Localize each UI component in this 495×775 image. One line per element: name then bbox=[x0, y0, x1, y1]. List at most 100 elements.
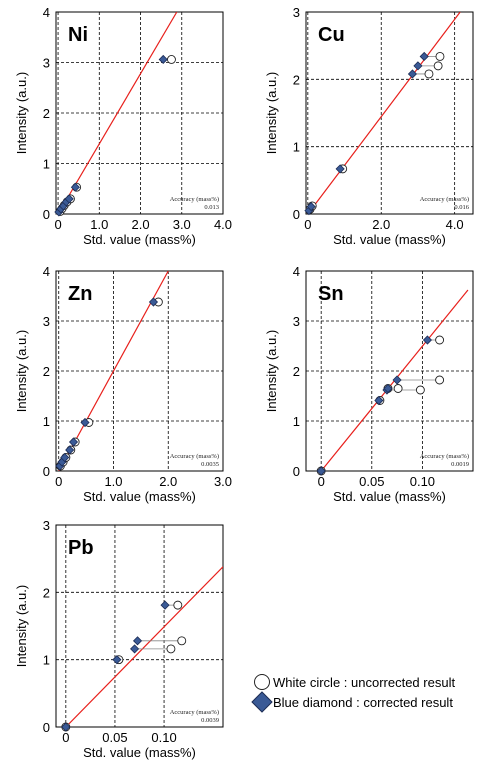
uncorrected-point-cu bbox=[435, 51, 445, 61]
corrected-point-pb bbox=[112, 655, 122, 665]
corrected-point-zn bbox=[65, 445, 75, 455]
element-name: Pb bbox=[68, 537, 94, 559]
fit-line-zn bbox=[58, 271, 169, 471]
y-tick-label: 0 bbox=[43, 720, 50, 735]
x-tick-label: 4.0 bbox=[214, 217, 232, 232]
uncorrected-point-ni bbox=[167, 55, 176, 64]
uncorrected-point-pb bbox=[177, 636, 187, 646]
y-tick-label: 3 bbox=[43, 56, 50, 71]
corrected-point-sn bbox=[422, 335, 433, 345]
uncorrected-point-sn bbox=[435, 375, 445, 385]
corrected-point-cu bbox=[419, 51, 429, 62]
corrected-point-pb bbox=[130, 644, 140, 654]
corrected-point-ni bbox=[70, 182, 80, 192]
corrected-point-zn bbox=[148, 297, 159, 307]
corrected-point-sn bbox=[374, 395, 384, 406]
x-axis-label: Std. value (mass%) bbox=[333, 232, 446, 247]
uncorrected-point-cu bbox=[433, 61, 443, 71]
y-tick-label: 3 bbox=[293, 314, 300, 329]
x-axis-label: Std. value (mass%) bbox=[333, 489, 446, 504]
corrected-point-pb bbox=[132, 636, 143, 646]
plot-area-pb bbox=[65, 566, 223, 727]
corrected-point-cu bbox=[407, 69, 418, 79]
element-name: Sn bbox=[318, 283, 344, 305]
accuracy-label: Accuracy (mass%) bbox=[170, 453, 219, 460]
plot-frame-sn bbox=[305, 270, 474, 472]
accuracy-label: Accuracy (mass%) bbox=[170, 709, 219, 716]
y-tick-label: 3 bbox=[43, 518, 50, 533]
x-tick-label: 3.0 bbox=[173, 217, 191, 232]
corrected-point-pb bbox=[61, 722, 71, 732]
y-tick-label: 2 bbox=[43, 364, 50, 379]
fit-line-cu bbox=[307, 12, 461, 214]
x-tick-label: 1.0 bbox=[104, 474, 122, 489]
chart-panel-pb: 0 0.05 0.10 0 1 2 3 Std. value (mass%) Intensity… bbox=[14, 518, 224, 760]
accuracy-label: Accuracy (mass%) bbox=[170, 196, 219, 203]
element-name: Zn bbox=[68, 283, 92, 305]
legend: White circle : uncorrected result Blue d… bbox=[251, 674, 455, 713]
corrected-point-sn bbox=[383, 383, 393, 394]
y-axis-label: Intensity (a.u.) bbox=[14, 72, 29, 154]
x-tick-label: 3.0 bbox=[214, 474, 232, 489]
y-tick-label: 0 bbox=[293, 207, 300, 222]
y-tick-label: 2 bbox=[293, 364, 300, 379]
element-name: Ni bbox=[68, 24, 88, 46]
y-tick-label: 1 bbox=[43, 653, 50, 668]
y-tick-label: 3 bbox=[293, 5, 300, 20]
accuracy-label: Accuracy (mass%) bbox=[420, 196, 469, 203]
x-tick-label: 4.0 bbox=[446, 217, 464, 232]
x-tick-label: 0.05 bbox=[359, 474, 384, 489]
plot-frame-zn bbox=[55, 270, 224, 472]
accuracy-value: 0.013 bbox=[204, 204, 219, 211]
plot-frame-pb bbox=[55, 524, 224, 728]
y-axis-label: Intensity (a.u.) bbox=[264, 72, 279, 154]
chart-panel-zn: 0 1.0 2.0 3.0 0 1 2 3 4 Std. value (mass%) Intensi… bbox=[14, 264, 232, 504]
corrected-point-cu bbox=[413, 61, 423, 71]
x-tick-label: 0 bbox=[54, 217, 61, 232]
y-tick-label: 4 bbox=[293, 264, 300, 279]
chart-panel-cu: 0 2.0 4.0 0 1 2 3 Std. value (mass%) Intensity (… bbox=[264, 5, 474, 247]
x-tick-label: 0.05 bbox=[102, 730, 127, 745]
y-tick-label: 4 bbox=[43, 5, 50, 20]
y-tick-label: 1 bbox=[293, 140, 300, 155]
plot-frame-ni bbox=[55, 11, 224, 215]
y-axis-label: Intensity (a.u.) bbox=[14, 585, 29, 667]
legend-diamond-marker bbox=[251, 691, 273, 713]
x-tick-label: 0.10 bbox=[410, 474, 435, 489]
x-tick-label: 0 bbox=[318, 474, 325, 489]
y-tick-label: 0 bbox=[43, 207, 50, 222]
x-tick-label: 0.10 bbox=[151, 730, 176, 745]
element-name: Cu bbox=[318, 24, 345, 46]
corrected-point-pb bbox=[160, 600, 170, 610]
x-axis-label: Std. value (mass%) bbox=[83, 489, 196, 504]
chart-panel-sn: 0 0.05 0.10 0 1 2 3 4 Std. value (mass%) Intensit… bbox=[264, 264, 474, 504]
y-axis-label: Intensity (a.u.) bbox=[14, 330, 29, 412]
x-axis-label: Std. value (mass%) bbox=[83, 745, 196, 760]
corrected-point-zn bbox=[68, 437, 79, 447]
plot-frame-cu bbox=[305, 11, 474, 215]
x-tick-label: 2.0 bbox=[372, 217, 390, 232]
accuracy-value: 0.0019 bbox=[451, 461, 469, 468]
y-tick-label: 4 bbox=[43, 264, 50, 279]
accuracy-value: 0.0035 bbox=[201, 461, 219, 468]
accuracy-value: 0.016 bbox=[454, 204, 469, 211]
corrected-point-cu bbox=[335, 164, 345, 174]
uncorrected-point-sn bbox=[393, 384, 403, 393]
corrected-point-sn bbox=[392, 375, 402, 385]
corrected-point-cu bbox=[306, 202, 316, 212]
x-tick-label: 2.0 bbox=[131, 217, 149, 232]
x-tick-label: 2.0 bbox=[159, 474, 177, 489]
corrected-point-zn bbox=[60, 452, 70, 463]
y-tick-label: 0 bbox=[293, 464, 300, 479]
y-tick-label: 1 bbox=[43, 414, 50, 429]
corrected-point-ni bbox=[158, 54, 168, 65]
plot-area-zn bbox=[58, 271, 169, 471]
legend-circle-marker bbox=[254, 674, 270, 690]
fit-line-pb bbox=[65, 566, 223, 727]
uncorrected-point-sn bbox=[435, 335, 445, 345]
y-tick-label: 1 bbox=[43, 157, 50, 172]
x-tick-label: 0 bbox=[304, 217, 311, 232]
y-tick-label: 1 bbox=[293, 414, 300, 429]
plot-area-ni bbox=[57, 12, 178, 214]
corrected-point-zn bbox=[80, 417, 90, 428]
